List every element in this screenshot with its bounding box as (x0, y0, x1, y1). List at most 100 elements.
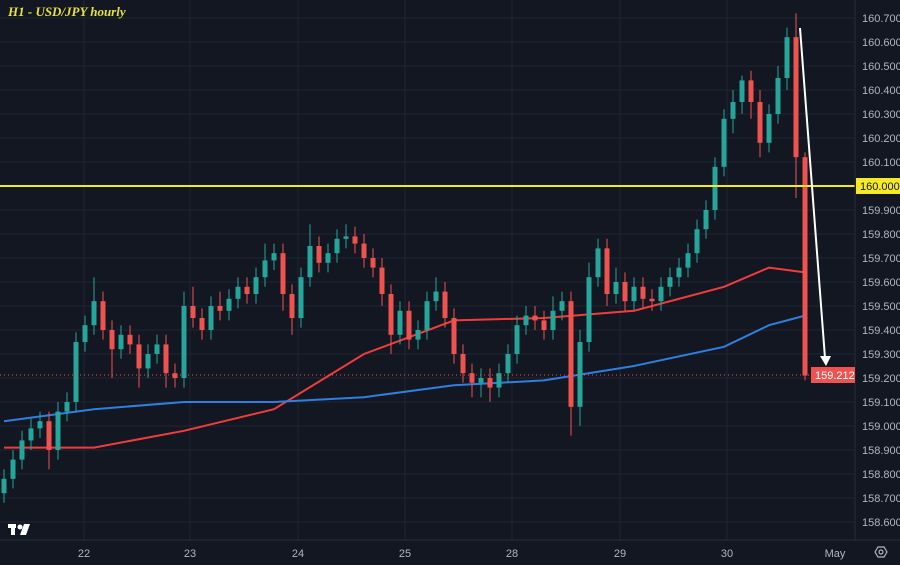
candle-body (802, 157, 808, 376)
candle (775, 66, 781, 124)
candle-body (271, 253, 277, 261)
candle (532, 306, 538, 330)
candle (712, 157, 718, 220)
x-tick-label: 28 (506, 548, 518, 560)
candle-body (136, 344, 142, 369)
candle (181, 291, 187, 388)
candle (748, 70, 754, 119)
candle-body (28, 428, 34, 441)
candle (685, 243, 691, 278)
candle (640, 277, 646, 309)
candle-body (487, 378, 493, 388)
price-axis[interactable]: 158.600 158.700 158.800 158.900 159.000 159.1… (862, 13, 900, 529)
candle (388, 284, 394, 354)
x-tick-label: 24 (292, 548, 304, 560)
candle-body (55, 411, 61, 450)
candle-body (307, 246, 313, 278)
candle (667, 267, 673, 297)
candle-body (667, 277, 673, 287)
candle (10, 450, 16, 489)
candle-body (181, 306, 187, 378)
candle-body (721, 118, 727, 167)
candle (478, 368, 484, 398)
candle (730, 90, 736, 134)
tradingview-logo[interactable] (8, 524, 30, 535)
candle-body (406, 310, 412, 340)
candle-body (757, 102, 763, 143)
candle (523, 306, 529, 335)
candles (1, 13, 808, 503)
candle-body (496, 373, 502, 388)
candle-body (712, 166, 718, 210)
candle (766, 104, 772, 153)
candle (802, 152, 808, 381)
x-tick-label: 30 (721, 548, 733, 560)
candle-body (208, 306, 214, 330)
candle (127, 325, 133, 354)
candle-body (199, 318, 205, 330)
candle-body (91, 301, 97, 326)
candle (325, 243, 331, 273)
candle (406, 301, 412, 350)
candle-body (595, 248, 601, 278)
candle-body (37, 421, 43, 429)
x-tick-label: 29 (614, 548, 626, 560)
y-tick-label: 158.900 (862, 445, 900, 457)
candle-body (298, 277, 304, 318)
down-arrow-annotation (799, 27, 831, 366)
candle-body (334, 238, 340, 254)
candle (298, 267, 304, 328)
candle-body (1, 478, 7, 494)
candle-body (217, 306, 223, 311)
candle (442, 282, 448, 328)
settings-gear-icon[interactable] (874, 546, 888, 558)
x-tick-label: May (825, 548, 846, 560)
candle (631, 277, 637, 311)
candle-body (109, 330, 115, 350)
candle (118, 325, 124, 359)
y-tick-label: 160.600 (862, 37, 900, 49)
y-tick-label: 159.200 (862, 373, 900, 385)
level-tag-text: 160.000 (860, 181, 900, 193)
candle (82, 315, 88, 352)
time-axis[interactable]: 22 23 24 25 28 29 30 May (78, 548, 846, 560)
y-tick-label: 160.400 (862, 85, 900, 97)
candle (496, 363, 502, 398)
y-tick-label: 158.600 (862, 517, 900, 529)
candle (460, 344, 466, 383)
candle-body (784, 37, 790, 78)
candle-body (622, 282, 628, 302)
candle-body (451, 318, 457, 354)
moving-average-blue (3, 314, 806, 423)
candle (793, 13, 799, 198)
candle-body (262, 260, 268, 278)
y-tick-label: 159.300 (862, 349, 900, 361)
candle (469, 363, 475, 398)
candle-body (352, 236, 358, 244)
candle-body (424, 301, 430, 330)
candle-body (163, 344, 169, 374)
candle (550, 296, 556, 340)
candle (721, 109, 727, 177)
candle-body (793, 37, 799, 158)
candle-body (289, 294, 295, 318)
candle-body (244, 286, 250, 294)
y-tick-label: 160.300 (862, 109, 900, 121)
candle-body (433, 291, 439, 302)
candle (361, 234, 367, 268)
candle (505, 344, 511, 383)
candle (739, 75, 745, 114)
candle (262, 243, 268, 287)
y-tick-label: 159.500 (862, 301, 900, 313)
candle-body (64, 402, 70, 412)
candle (595, 238, 601, 287)
candle (244, 277, 250, 304)
candle-body (631, 286, 637, 302)
candle (784, 27, 790, 90)
candle-body (739, 80, 745, 102)
y-tick-label: 159.600 (862, 277, 900, 289)
candle-body (46, 421, 52, 450)
candle-body (478, 378, 484, 383)
candle (586, 262, 592, 352)
